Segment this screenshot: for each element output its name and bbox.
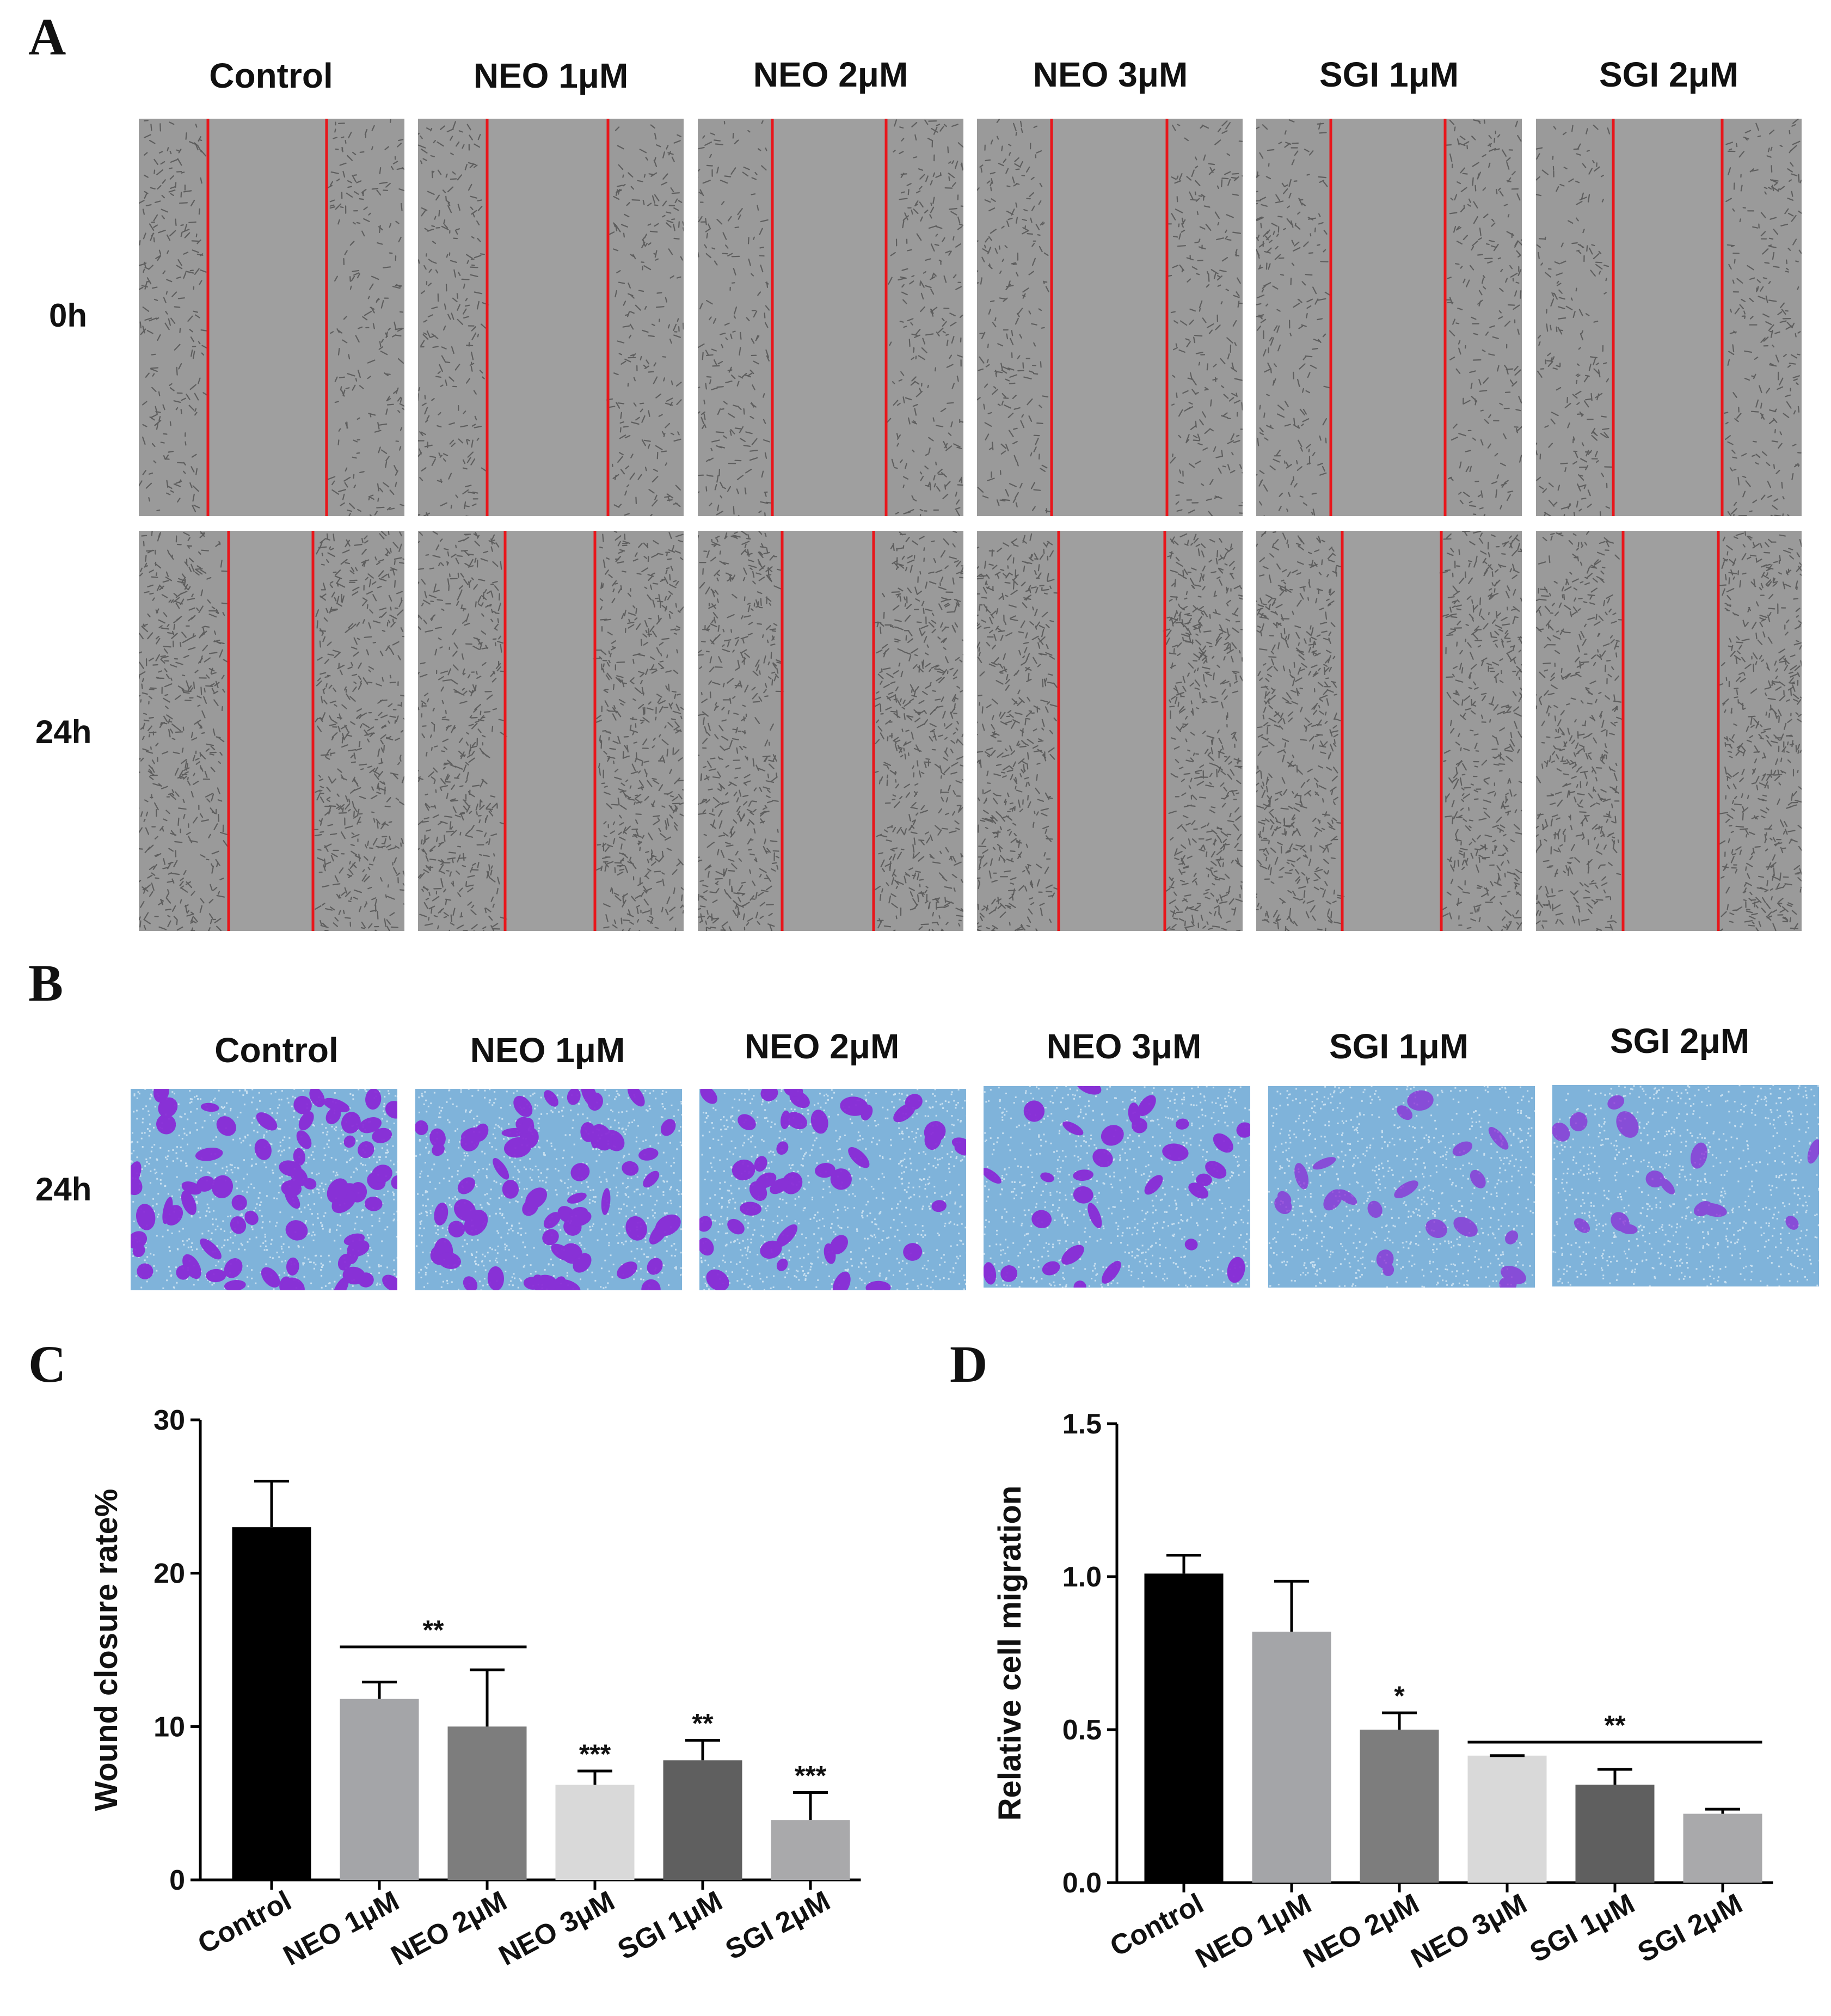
- x-tick-label: NEO 2μM: [386, 1885, 512, 1972]
- bar: [1144, 1573, 1224, 1883]
- panel-b-col-title-neo2: NEO 2μM: [744, 1027, 900, 1066]
- wound-image-24h-control: [139, 531, 404, 931]
- panel-b-col-title-neo1: NEO 1μM: [470, 1031, 625, 1070]
- panel-letter-d: D: [950, 1335, 988, 1393]
- panel-b-col-title-sgi1: SGI 1μM: [1329, 1027, 1469, 1066]
- x-tick-label: NEO 1μM: [278, 1885, 404, 1972]
- panel-b-col-title-sgi2: SGI 2μM: [1609, 1021, 1750, 1061]
- panel-a-row-label-0h: 0h: [49, 297, 88, 334]
- transwell-image-neo3: [984, 1086, 1250, 1288]
- x-tick-label: NEO 3μM: [494, 1885, 619, 1972]
- wound-image-0h-neo2: [698, 119, 963, 516]
- wound-image-0h-neo3: [977, 119, 1243, 516]
- significance-label: *: [1394, 1681, 1405, 1711]
- panel-a-col-title-sgi2: SGI 2μM: [1599, 55, 1739, 94]
- significance-label: ***: [579, 1739, 611, 1769]
- transwell-image-sgi2: [1552, 1085, 1819, 1286]
- wound-image-24h-neo2: [698, 531, 963, 931]
- wound-image-0h-sgi2: [1536, 119, 1802, 516]
- x-tick-label: NEO 2μM: [1298, 1888, 1424, 1975]
- significance-label: **: [692, 1708, 714, 1739]
- bar: [340, 1699, 419, 1880]
- bar: [555, 1785, 635, 1880]
- panel-a-col-title-control: Control: [209, 56, 333, 95]
- panel-b-col-title-control: Control: [214, 1031, 339, 1070]
- bar: [1360, 1730, 1439, 1883]
- x-tick-label: SGI 1μM: [1525, 1888, 1640, 1969]
- panel-a-col-title-sgi1: SGI 1μM: [1319, 55, 1459, 94]
- x-tick-label: NEO 3μM: [1406, 1888, 1532, 1975]
- bar: [1467, 1755, 1547, 1883]
- panel-letter-b: B: [28, 954, 64, 1012]
- y-tick-label: 1.0: [1062, 1561, 1102, 1593]
- bar: [1575, 1785, 1655, 1883]
- wound-image-0h-control: [139, 119, 404, 516]
- bar: [1252, 1632, 1331, 1883]
- wound-image-24h-sgi1: [1256, 531, 1522, 931]
- y-tick-label: 0: [169, 1865, 185, 1896]
- transwell-image-neo2: [699, 1089, 966, 1290]
- significance-label: ***: [795, 1760, 827, 1791]
- significance-label: **: [1605, 1710, 1626, 1741]
- wound-image-24h-neo3: [977, 531, 1243, 931]
- panel-a-col-title-neo2: NEO 2μM: [753, 55, 908, 94]
- bar: [663, 1760, 742, 1880]
- panel-b-col-title-neo3: NEO 3μM: [1046, 1027, 1202, 1066]
- y-tick-label: 10: [153, 1711, 185, 1743]
- transwell-image-neo1: [415, 1089, 682, 1290]
- wound-image-0h-sgi1: [1256, 119, 1522, 516]
- y-tick-label: 20: [153, 1558, 185, 1590]
- bar: [232, 1527, 311, 1880]
- y-tick-label: 0.5: [1062, 1714, 1102, 1746]
- panel-letter-a: A: [28, 8, 66, 66]
- panel-a-row-label-24h: 24h: [35, 714, 92, 750]
- bar: [1683, 1813, 1762, 1883]
- panel-a-col-title-neo3: NEO 3μM: [1033, 55, 1188, 94]
- y-axis-label: Wound closure rate%: [89, 1489, 124, 1811]
- transwell-image-sgi1: [1268, 1086, 1535, 1288]
- wound-image-24h-neo1: [418, 531, 684, 931]
- wound-image-24h-sgi2: [1536, 531, 1802, 931]
- y-tick-label: 0.0: [1062, 1867, 1102, 1899]
- x-tick-label: NEO 1μM: [1190, 1888, 1316, 1975]
- bar: [771, 1820, 850, 1880]
- wound-image-0h-neo1: [418, 119, 684, 516]
- x-tick-label: SGI 1μM: [613, 1885, 728, 1966]
- bar: [447, 1726, 527, 1880]
- x-tick-label: SGI 2μM: [1633, 1888, 1748, 1969]
- y-axis-label: Relative cell migration: [992, 1486, 1028, 1821]
- panel-b-row-label-24h: 24h: [35, 1171, 92, 1208]
- transwell-image-control: [131, 1089, 397, 1290]
- significance-label: **: [423, 1615, 444, 1645]
- panel-letter-c: C: [28, 1335, 66, 1393]
- panel-a-col-title-neo1: NEO 1μM: [473, 56, 629, 95]
- x-tick-label: SGI 2μM: [721, 1885, 835, 1966]
- y-tick-label: 1.5: [1062, 1408, 1102, 1440]
- y-tick-label: 30: [153, 1405, 185, 1436]
